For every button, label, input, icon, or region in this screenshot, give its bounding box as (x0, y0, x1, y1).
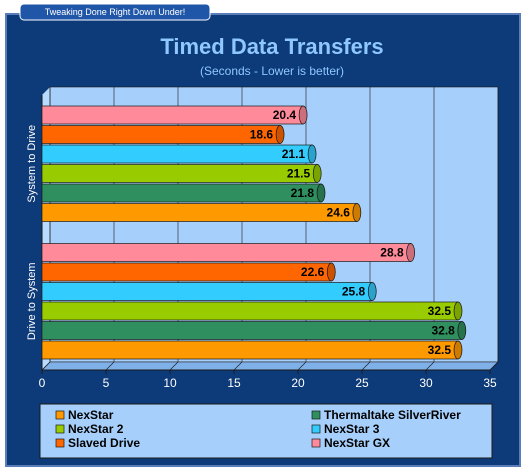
legend-label: NexStar GX (324, 436, 390, 450)
floor-grid-line (105, 361, 115, 371)
bar-cap (326, 262, 336, 282)
floor-grid-line (297, 361, 307, 371)
bar-cap (298, 105, 308, 125)
value-label: 24.6 (327, 206, 351, 220)
value-label: 32.5 (428, 304, 452, 318)
legend-label: Slaved Drive (68, 436, 140, 450)
chart-subtitle: (Seconds - Lower is better) (200, 64, 344, 78)
bar-cap (453, 340, 463, 360)
bar (41, 243, 411, 262)
bar-cap (453, 301, 463, 321)
x-tick-label: 0 (39, 376, 46, 390)
bar-cap (275, 125, 285, 144)
x-tick-label: 35 (483, 376, 497, 390)
value-label: 21.5 (287, 167, 311, 181)
tagline-tab (19, 3, 211, 21)
floor-grid-line (425, 361, 435, 371)
bar-cap (307, 144, 317, 164)
legend-swatch (311, 438, 321, 448)
floor-grid-line (169, 361, 179, 371)
x-tick-label: 5 (103, 376, 110, 390)
tagline: Tweaking Done Right Down Under! (45, 7, 186, 17)
legend (39, 403, 493, 459)
legend-swatch (311, 410, 321, 420)
floor-grid-line (41, 361, 51, 371)
x-tick-label: 15 (227, 376, 241, 390)
bar-cap (457, 321, 467, 340)
chart-layer: 0 5 10 15 20 25 30 35 System to Drive 24.6 21.8 21.… (26, 87, 499, 450)
x-tick-label: 20 (291, 376, 305, 390)
chart-title: Timed Data Transfers (160, 34, 383, 59)
legend-label: Thermaltake SilverRiver (324, 408, 461, 422)
x-tick-label: 25 (355, 376, 369, 390)
value-label: 20.4 (273, 108, 297, 122)
value-label: 32.5 (428, 343, 452, 357)
legend-label: NexStar 2 (68, 422, 124, 436)
value-label: 18.6 (250, 128, 274, 142)
legend-swatch (55, 438, 65, 448)
x-tick-label: 10 (163, 376, 177, 390)
legend-swatch (55, 424, 65, 434)
bar (41, 203, 358, 222)
bar (41, 262, 332, 282)
bar (41, 105, 304, 125)
legend-label: NexStar (68, 408, 114, 422)
bar-cap (312, 164, 322, 183)
value-label: 21.8 (291, 186, 315, 200)
floor-grid-line (489, 361, 499, 371)
value-label: 25.8 (342, 285, 366, 299)
y-tick-label: System to Drive (26, 125, 38, 203)
floor-grid-line (233, 361, 243, 371)
x-tick-label: 30 (419, 376, 433, 390)
value-label: 28.8 (380, 246, 404, 260)
bar-cap (367, 282, 377, 301)
legend-label: NexStar 3 (324, 422, 380, 436)
bar (41, 144, 313, 164)
bar-cap (352, 203, 362, 222)
legend-swatch (311, 424, 321, 434)
bar (41, 282, 373, 301)
bar (41, 125, 281, 144)
bar (41, 340, 459, 360)
bar (41, 183, 322, 203)
y-tick-label: Drive to System (26, 262, 38, 340)
bar (41, 321, 463, 340)
legend-swatch (55, 410, 65, 420)
floor-grid-line (361, 361, 371, 371)
bar (41, 301, 459, 321)
value-label: 22.6 (301, 265, 325, 279)
bar-cap (406, 243, 415, 262)
value-label: 21.1 (282, 147, 306, 161)
bar-cap (316, 183, 326, 203)
bar (41, 164, 318, 183)
value-label: 32.8 (431, 324, 455, 338)
